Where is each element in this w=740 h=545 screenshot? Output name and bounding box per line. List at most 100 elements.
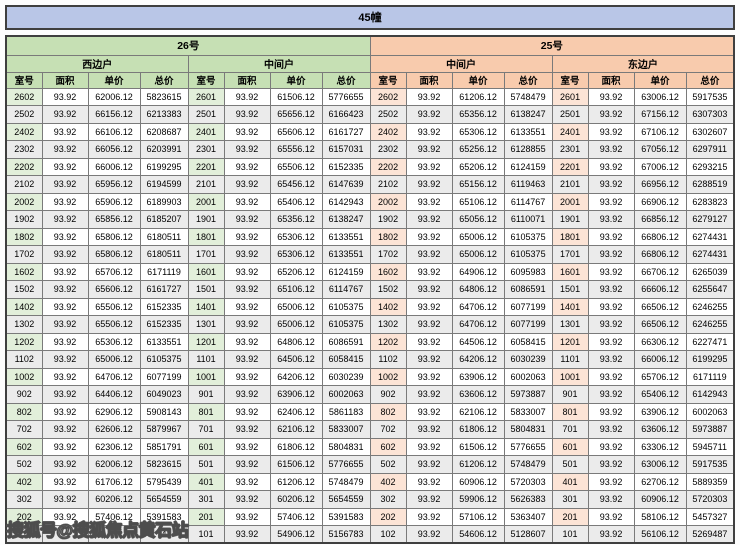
area-cell: 93.92 [587, 525, 635, 544]
room-cell: 2001 [551, 192, 589, 211]
total-price-cell: 6110071 [503, 210, 553, 229]
area-cell: 93.92 [223, 472, 271, 491]
area-cell: 93.92 [223, 332, 271, 351]
table-row: 1402 93.92 65506.12 6152335 1401 93.92 65006.1… [5, 297, 735, 316]
total-price-cell: 5804831 [503, 420, 553, 439]
total-price-cell: 5720303 [685, 490, 735, 509]
total-price-cell: 6161727 [321, 122, 371, 141]
total-price-cell: 5748479 [321, 472, 371, 491]
total-price-cell: 5748479 [503, 455, 553, 474]
unit-price-cell: 65206.12 [451, 157, 505, 176]
area-cell: 93.92 [41, 175, 89, 194]
area-cell: 93.92 [41, 297, 89, 316]
unit-price-cell: 63306.12 [633, 437, 687, 456]
total-price-cell: 6203991 [139, 140, 189, 159]
unit-price-cell: 64406.12 [87, 385, 141, 404]
total-price-cell: 6293215 [685, 157, 735, 176]
unit-price-cell: 57406.12 [87, 507, 141, 526]
room-cell: 2102 [5, 175, 43, 194]
room-cell: 1701 [551, 245, 589, 264]
total-price-cell: 5833007 [321, 420, 371, 439]
room-cell: 1001 [187, 367, 225, 386]
room-cell: 1202 [369, 332, 407, 351]
total-price-cell: 6105375 [139, 350, 189, 369]
area-cell: 93.92 [405, 455, 453, 474]
total-price-cell: 6002063 [321, 385, 371, 404]
area-cell: 93.92 [223, 227, 271, 246]
total-price-cell: 5363407 [503, 507, 553, 526]
area-cell: 93.92 [223, 367, 271, 386]
price-table: 26号 25号 西边户 中间户 中间户 东边户 室号 面积 单价 总价 室号 面… [5, 35, 736, 544]
total-price-cell: 6246255 [685, 315, 735, 334]
unit-price-cell: 65156.12 [451, 175, 505, 194]
room-cell: 1902 [369, 210, 407, 229]
table-row: 302 93.92 60206.12 5654559 301 93.92 60206.12 5… [5, 490, 735, 509]
area-cell: 93.92 [405, 420, 453, 439]
area-cell: 93.92 [587, 315, 635, 334]
unit-price-cell: 54906.12 [269, 525, 323, 544]
area-cell: 93.92 [41, 490, 89, 509]
unit-price-cell: 65706.12 [87, 262, 141, 281]
room-cell: 2202 [5, 157, 43, 176]
building-title: 45幢 [5, 5, 735, 30]
unit-price-cell: 64706.12 [451, 297, 505, 316]
room-cell: 1501 [551, 280, 589, 299]
col-header-room: 室号 [551, 71, 589, 89]
unit-price-cell: 66806.12 [633, 245, 687, 264]
room-cell: 302 [5, 490, 43, 509]
group-east-25-header: 东边户 [551, 54, 735, 73]
unit-price-cell: 65456.12 [269, 175, 323, 194]
table-row: 2102 93.92 65956.12 6194599 2101 93.92 65456.1… [5, 175, 735, 194]
unit-price-cell: 65306.12 [269, 245, 323, 264]
total-price-cell: 5654559 [139, 490, 189, 509]
table-row: 1202 93.92 65306.12 6133551 1201 93.92 64806.1… [5, 332, 735, 351]
room-cell: 1201 [187, 332, 225, 351]
area-cell: 93.92 [223, 315, 271, 334]
unit-price-cell: 65006.12 [87, 350, 141, 369]
area-cell: 93.92 [41, 280, 89, 299]
table-row: 1702 93.92 65806.12 6180511 1701 93.92 65306.1… [5, 245, 735, 264]
unit-price-cell: 65506.12 [87, 297, 141, 316]
total-price-cell: 6142943 [685, 385, 735, 404]
total-price-cell: 6152335 [321, 157, 371, 176]
total-price-cell: 6185207 [139, 210, 189, 229]
area-cell: 93.92 [223, 280, 271, 299]
unit-price-cell: 65306.12 [87, 332, 141, 351]
area-cell: 93.92 [587, 192, 635, 211]
room-cell: 1402 [369, 297, 407, 316]
room-cell: 2402 [369, 122, 407, 141]
total-price-cell: 6274431 [685, 245, 735, 264]
room-cell: 401 [187, 472, 225, 491]
total-price-cell: 5626383 [503, 490, 553, 509]
total-price-cell: 5776655 [503, 437, 553, 456]
total-price-cell: 6157031 [321, 140, 371, 159]
total-price-cell: 6265039 [685, 262, 735, 281]
room-cell: 2401 [187, 122, 225, 141]
area-cell: 93.92 [41, 350, 89, 369]
area-cell: 93.92 [223, 385, 271, 404]
area-cell: 93.92 [587, 157, 635, 176]
table-row: 1902 93.92 65856.12 6185207 1901 93.92 65356.1… [5, 210, 735, 229]
unit-price-cell: 65106.12 [451, 192, 505, 211]
area-cell: 93.92 [41, 192, 89, 211]
area-cell: 93.92 [405, 350, 453, 369]
price-table-page: 45幢 26号 25号 西边户 中间户 中间户 东边户 室号 面积 单价 [5, 5, 736, 544]
total-price-cell: 6208687 [139, 122, 189, 141]
room-cell: 2302 [369, 140, 407, 159]
room-cell: 1502 [5, 280, 43, 299]
table-row: 2002 93.92 65906.12 6189903 2001 93.92 65406.1… [5, 192, 735, 211]
unit-price-cell: 66006.12 [633, 350, 687, 369]
total-price-cell: 6058415 [503, 332, 553, 351]
unit-price-cell: 62006.12 [87, 455, 141, 474]
unit-price-cell: 61506.12 [269, 455, 323, 474]
table-row: 702 93.92 62606.12 5879967 701 93.92 62106.12 5… [5, 420, 735, 439]
unit-price-cell: 62406.12 [269, 402, 323, 421]
table-row: 602 93.92 62306.12 5851791 601 93.92 61806.12 5… [5, 437, 735, 456]
unit-price-cell: 65006.12 [269, 315, 323, 334]
area-cell: 93.92 [41, 157, 89, 176]
area-cell: 93.92 [587, 472, 635, 491]
total-price-cell: 6138247 [321, 210, 371, 229]
total-price-cell: 6030239 [321, 367, 371, 386]
room-cell: 1202 [5, 332, 43, 351]
unit-price-cell: 57406.12 [269, 507, 323, 526]
